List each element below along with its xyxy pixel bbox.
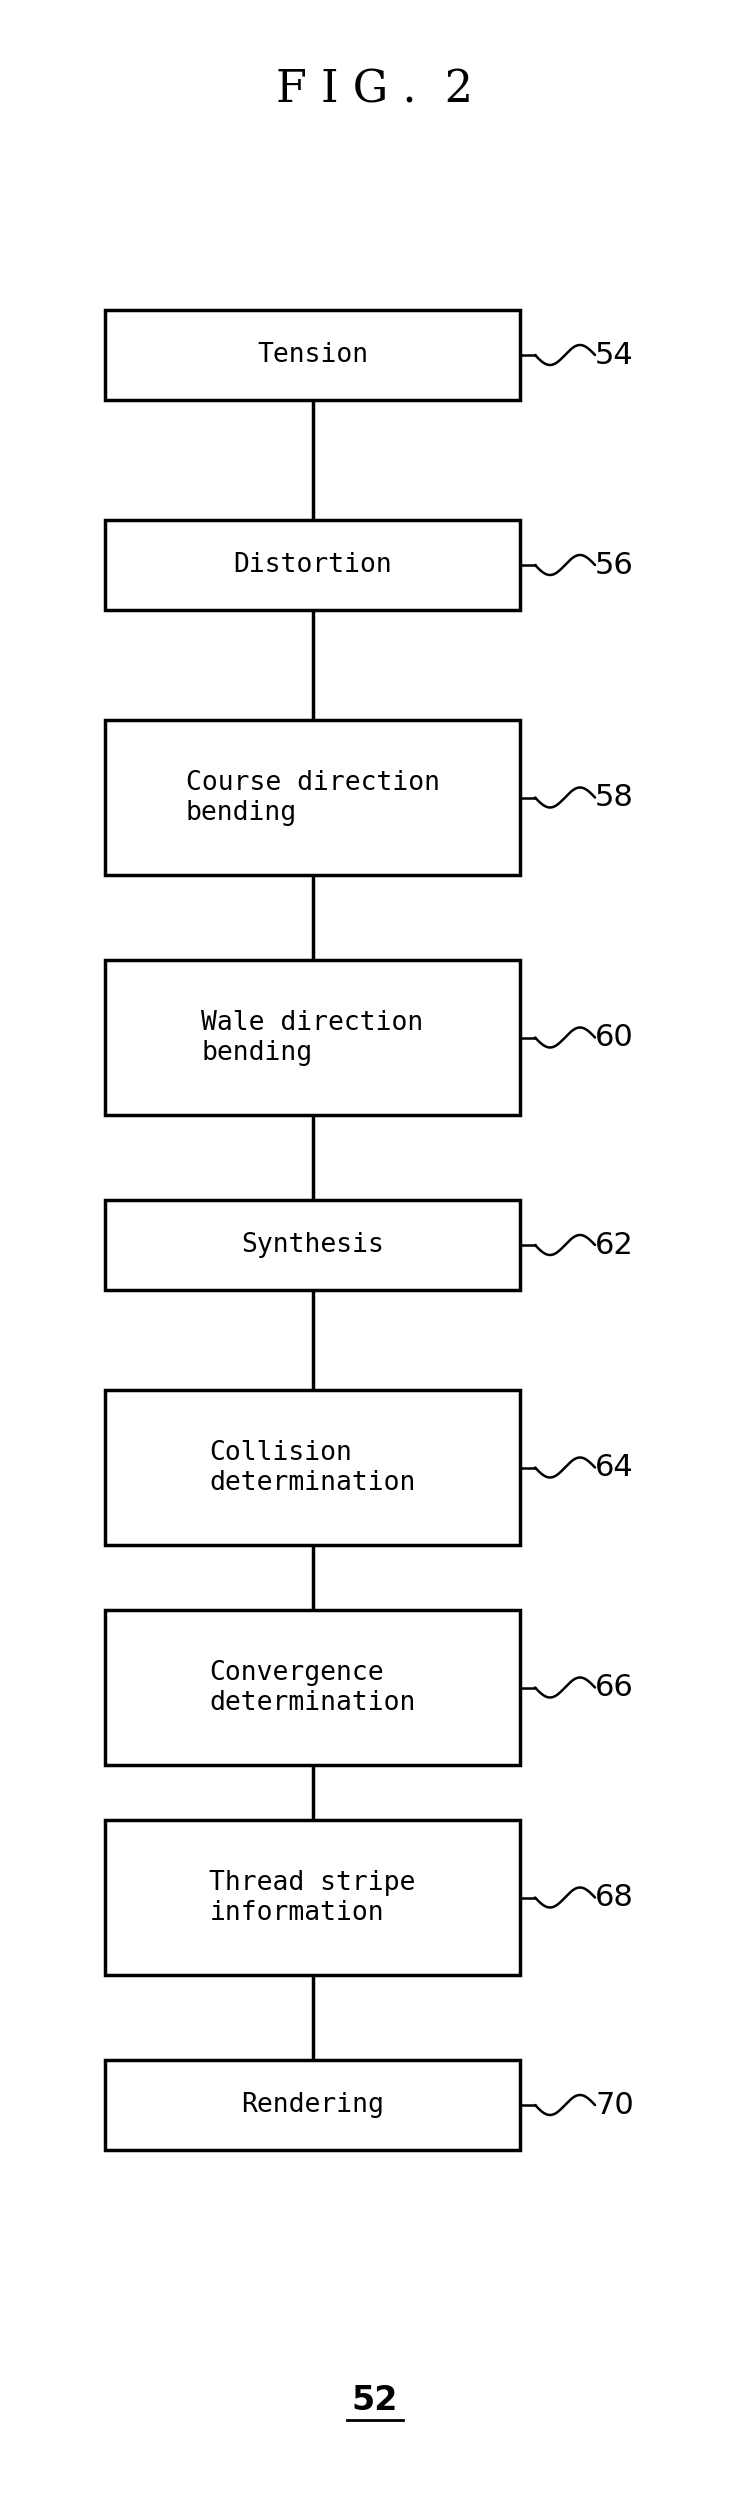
Bar (105, 1200, 520, 1290)
Bar (105, 1390, 520, 1545)
Bar (105, 1820, 520, 1975)
Text: Distortion: Distortion (233, 552, 392, 578)
Bar (105, 520, 520, 610)
Text: 58: 58 (595, 782, 634, 812)
Text: Tension: Tension (257, 342, 368, 367)
Bar (105, 720, 520, 875)
Text: Synthesis: Synthesis (241, 1232, 384, 1258)
Text: 56: 56 (595, 550, 634, 580)
Bar (105, 2060, 520, 2150)
Text: Collision
determination: Collision determination (209, 1440, 416, 1495)
Text: 52: 52 (352, 2382, 398, 2418)
Text: F I G .  2: F I G . 2 (277, 68, 473, 112)
Text: 64: 64 (595, 1452, 634, 1482)
Bar (105, 1610, 520, 1765)
Text: 70: 70 (595, 2090, 634, 2120)
Text: Course direction
bending: Course direction bending (185, 770, 440, 825)
Text: 68: 68 (595, 1882, 634, 1912)
Text: Convergence
determination: Convergence determination (209, 1660, 416, 1715)
Text: Wale direction
bending: Wale direction bending (201, 1010, 424, 1065)
Bar (105, 310, 520, 400)
Text: Rendering: Rendering (241, 2092, 384, 2118)
Bar (105, 960, 520, 1115)
Text: 62: 62 (595, 1230, 634, 1260)
Text: 60: 60 (595, 1022, 634, 1052)
Text: 54: 54 (595, 340, 634, 370)
Text: 66: 66 (595, 1672, 634, 1702)
Text: Thread stripe
information: Thread stripe information (209, 1870, 416, 1925)
